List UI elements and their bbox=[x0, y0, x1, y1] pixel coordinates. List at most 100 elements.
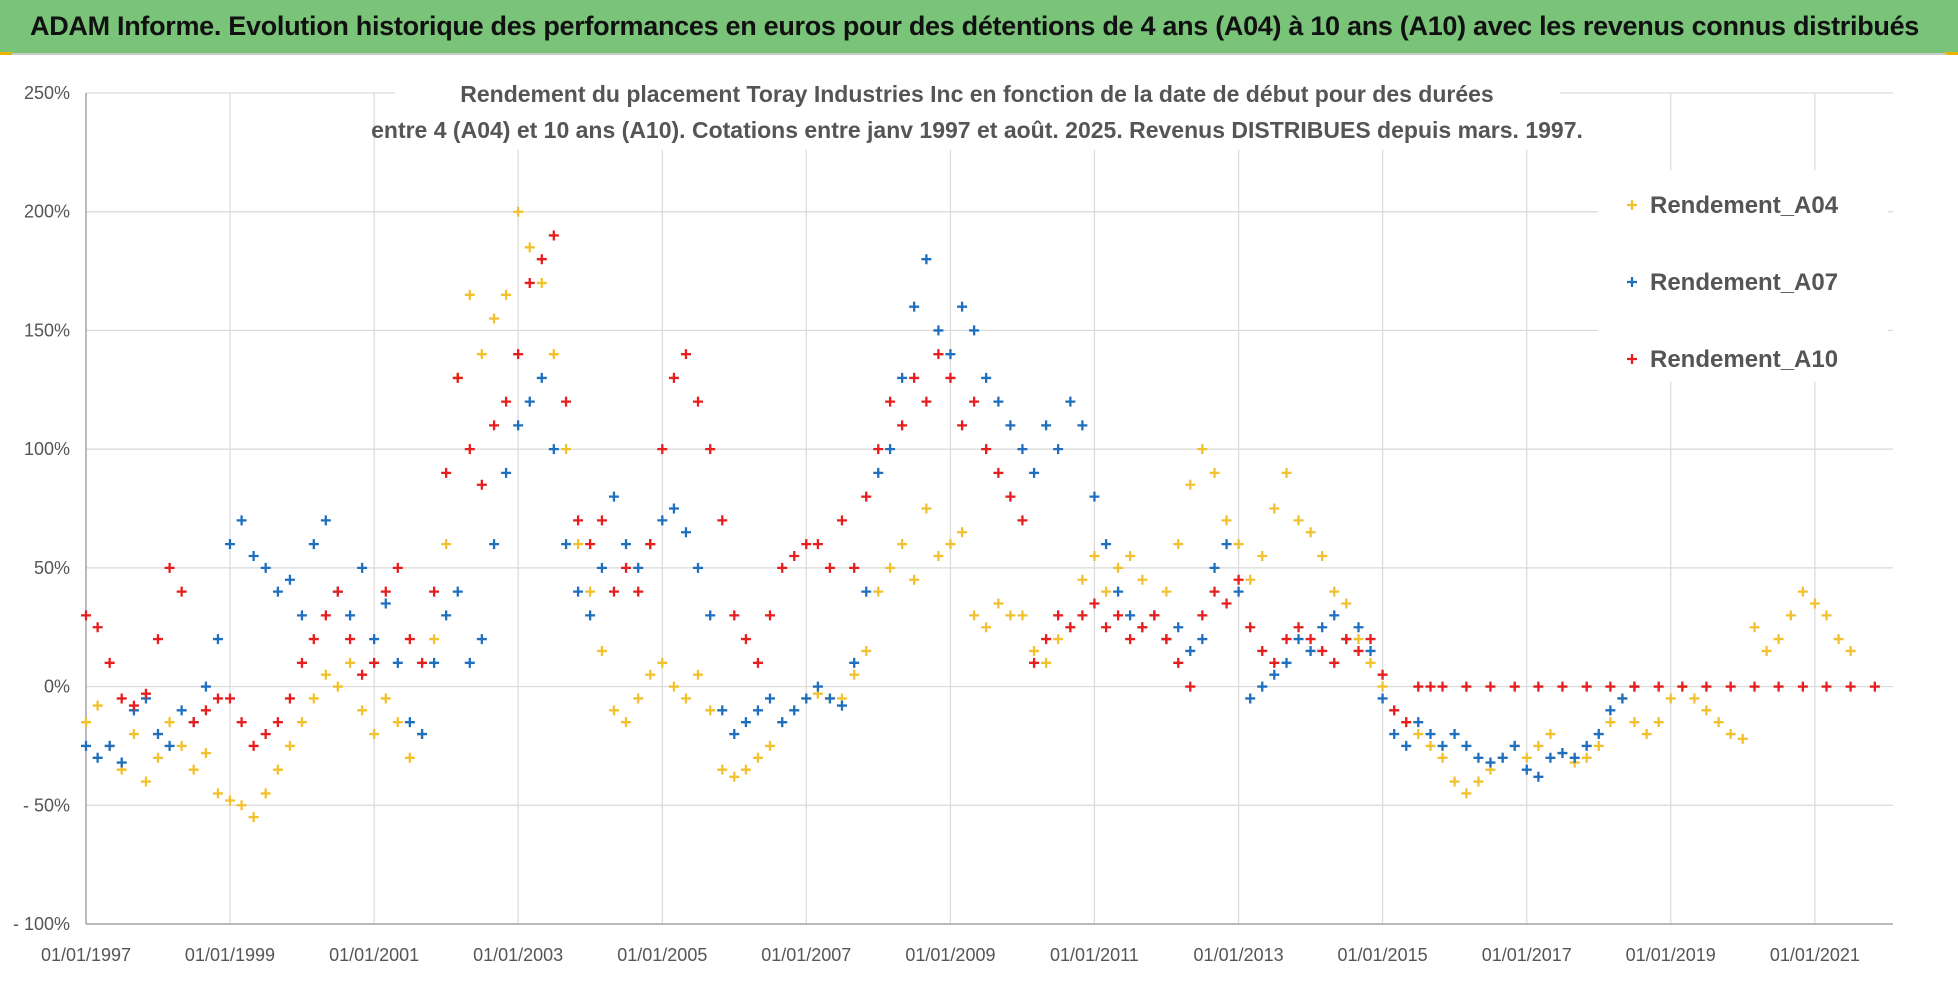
data-point bbox=[1281, 657, 1292, 668]
data-point bbox=[1461, 681, 1472, 692]
data-point bbox=[1317, 622, 1328, 633]
data-point bbox=[1689, 693, 1700, 704]
data-point bbox=[1101, 586, 1112, 597]
corner-mark-top-left bbox=[0, 52, 12, 57]
data-point bbox=[524, 277, 535, 288]
data-point bbox=[752, 752, 763, 763]
data-point bbox=[1029, 657, 1040, 668]
data-point bbox=[476, 479, 487, 490]
data-point bbox=[152, 752, 163, 763]
data-point bbox=[1209, 562, 1220, 573]
data-point bbox=[812, 539, 823, 550]
data-point bbox=[1161, 586, 1172, 597]
data-point bbox=[573, 586, 584, 597]
data-point bbox=[212, 693, 223, 704]
data-point bbox=[1173, 622, 1184, 633]
data-point bbox=[140, 688, 151, 699]
data-point bbox=[824, 693, 835, 704]
data-point bbox=[1701, 705, 1712, 716]
data-point bbox=[1305, 645, 1316, 656]
data-point bbox=[945, 539, 956, 550]
data-point bbox=[1089, 550, 1100, 561]
x-tick-label: 01/01/2019 bbox=[1626, 945, 1716, 965]
data-point bbox=[272, 764, 283, 775]
data-point bbox=[1017, 444, 1028, 455]
data-point bbox=[1545, 729, 1556, 740]
y-tick-label: 0% bbox=[44, 677, 70, 697]
data-point bbox=[392, 657, 403, 668]
data-point bbox=[836, 515, 847, 526]
data-point bbox=[1101, 622, 1112, 633]
legend-label: Rendement_A07 bbox=[1650, 269, 1838, 296]
data-point bbox=[1029, 467, 1040, 478]
data-point bbox=[1425, 681, 1436, 692]
legend: Rendement_A04 Rendement_A07 Rendement_A10 bbox=[1598, 170, 1888, 382]
data-point bbox=[1653, 681, 1664, 692]
data-point bbox=[717, 705, 728, 716]
data-point bbox=[873, 467, 884, 478]
data-point bbox=[897, 539, 908, 550]
data-point bbox=[345, 634, 356, 645]
data-point bbox=[441, 539, 452, 550]
data-point bbox=[128, 729, 139, 740]
series-Rendement_A10 bbox=[81, 230, 1880, 751]
data-point bbox=[1185, 479, 1196, 490]
legend-marker bbox=[1627, 277, 1637, 287]
data-point bbox=[1365, 634, 1376, 645]
y-tick-label: 50% bbox=[34, 558, 70, 578]
data-point bbox=[1449, 729, 1460, 740]
data-point bbox=[1593, 740, 1604, 751]
data-point bbox=[212, 788, 223, 799]
legend-label: Rendement_A04 bbox=[1650, 192, 1839, 219]
data-point bbox=[573, 515, 584, 526]
data-point bbox=[1077, 574, 1088, 585]
data-point bbox=[621, 539, 632, 550]
data-point bbox=[536, 372, 547, 383]
data-point bbox=[536, 277, 547, 288]
data-point bbox=[897, 372, 908, 383]
data-point bbox=[1413, 681, 1424, 692]
data-point bbox=[921, 503, 932, 514]
data-point bbox=[1629, 717, 1640, 728]
data-point bbox=[92, 622, 103, 633]
data-point bbox=[513, 420, 524, 431]
x-tick-label: 01/01/2003 bbox=[473, 945, 563, 965]
data-point bbox=[1617, 693, 1628, 704]
data-point bbox=[200, 705, 211, 716]
data-point bbox=[692, 669, 703, 680]
data-point bbox=[1437, 681, 1448, 692]
data-point bbox=[320, 669, 331, 680]
data-point bbox=[296, 717, 307, 728]
data-point bbox=[1197, 634, 1208, 645]
data-point bbox=[188, 764, 199, 775]
data-point bbox=[1749, 622, 1760, 633]
data-point bbox=[1581, 740, 1592, 751]
data-point bbox=[1017, 515, 1028, 526]
y-tick-label: - 100% bbox=[13, 914, 70, 934]
data-point bbox=[164, 717, 175, 728]
data-point bbox=[1869, 681, 1880, 692]
data-point bbox=[200, 748, 211, 759]
data-point bbox=[92, 700, 103, 711]
data-point bbox=[1053, 610, 1064, 621]
data-point bbox=[596, 515, 607, 526]
data-point bbox=[429, 657, 440, 668]
data-point bbox=[501, 289, 512, 300]
data-point bbox=[1065, 622, 1076, 633]
data-point bbox=[668, 372, 679, 383]
data-point bbox=[116, 693, 127, 704]
data-point bbox=[764, 610, 775, 621]
data-point bbox=[272, 586, 283, 597]
data-point bbox=[1737, 733, 1748, 744]
data-point bbox=[812, 681, 823, 692]
data-point bbox=[1041, 657, 1052, 668]
data-point bbox=[176, 705, 187, 716]
x-tick-label: 01/01/1999 bbox=[185, 945, 275, 965]
data-point bbox=[633, 586, 644, 597]
data-point bbox=[873, 444, 884, 455]
data-point bbox=[248, 740, 259, 751]
data-point bbox=[1353, 622, 1364, 633]
data-point bbox=[1437, 740, 1448, 751]
data-point bbox=[1257, 681, 1268, 692]
data-point bbox=[993, 598, 1004, 609]
